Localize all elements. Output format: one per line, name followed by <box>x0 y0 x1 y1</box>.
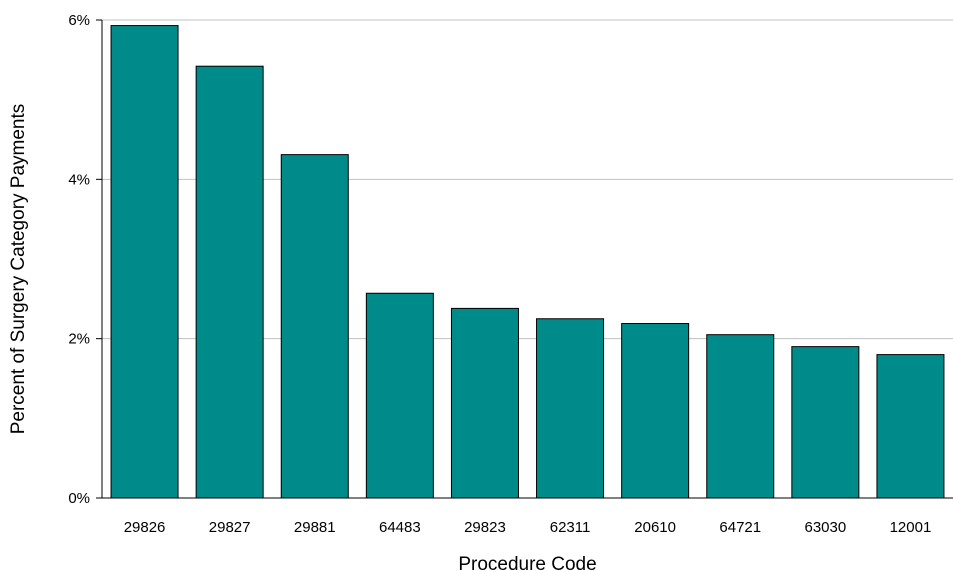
x-axis-title: Procedure Code <box>458 554 596 571</box>
bar-12001 <box>876 354 945 499</box>
bar-29881 <box>280 154 349 499</box>
bar-62311 <box>536 318 605 499</box>
bar-64483 <box>365 292 434 499</box>
axes <box>101 20 953 499</box>
x-tick-labels: 29826 29827 29881 64483 29823 62311 20610 64721… <box>124 519 932 536</box>
bar-63030 <box>791 346 860 499</box>
y-tick-label: 4% <box>68 171 90 188</box>
x-tick-label: 29823 <box>464 519 506 536</box>
bar-20610 <box>621 323 690 499</box>
x-tick-label: 64721 <box>719 519 761 536</box>
x-tick-label: 29827 <box>209 519 251 536</box>
y-tick-labels: 0% 2% 4% 6% <box>68 12 102 507</box>
x-tick-label: 62311 <box>550 519 591 536</box>
y-tick-label: 2% <box>68 331 90 348</box>
y-axis-title: Percent of Surgery Category Payments <box>8 104 29 435</box>
bar-29826 <box>110 25 179 499</box>
x-tick-label: 20610 <box>634 519 676 536</box>
bar-64721 <box>706 334 775 499</box>
y-tick-label: 6% <box>68 12 90 29</box>
bar-29827 <box>195 65 264 499</box>
x-tick-label: 29881 <box>294 519 336 536</box>
x-tick-label: 29826 <box>124 519 166 536</box>
bars <box>110 25 945 499</box>
x-tick-label: 63030 <box>804 519 846 536</box>
x-tick-label: 64483 <box>379 519 421 536</box>
x-tick-label: 12001 <box>890 519 932 536</box>
bar-29823 <box>450 307 519 499</box>
y-tick-label: 0% <box>68 490 90 507</box>
